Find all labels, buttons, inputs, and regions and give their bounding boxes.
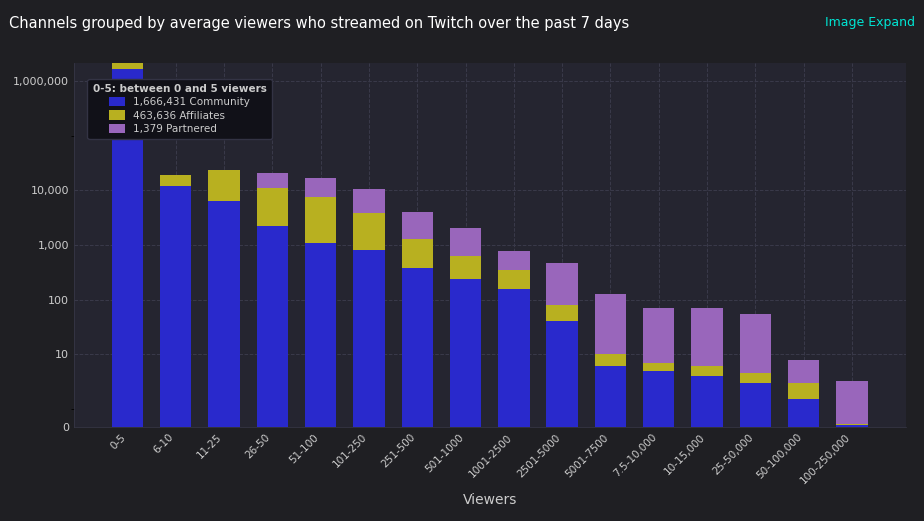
Bar bbox=[836, 424, 868, 426]
Bar bbox=[257, 188, 288, 227]
Bar bbox=[112, 69, 143, 427]
Bar bbox=[546, 305, 578, 321]
Bar bbox=[450, 279, 481, 427]
Bar bbox=[257, 172, 288, 188]
Bar bbox=[546, 263, 578, 305]
Bar bbox=[740, 314, 772, 374]
Bar bbox=[691, 376, 723, 427]
Legend: 1,666,431 Community, 463,636 Affiliates, 1,379 Partnered: 1,666,431 Community, 463,636 Affiliates,… bbox=[88, 79, 272, 139]
Bar bbox=[402, 212, 433, 239]
Bar bbox=[160, 175, 191, 186]
Bar bbox=[208, 201, 239, 427]
Bar bbox=[402, 239, 433, 268]
Bar bbox=[788, 359, 820, 383]
Bar bbox=[450, 256, 481, 279]
X-axis label: Viewers: Viewers bbox=[463, 493, 517, 507]
Bar bbox=[691, 366, 723, 376]
Bar bbox=[788, 400, 820, 427]
Bar bbox=[498, 251, 529, 270]
Text: Channels grouped by average viewers who streamed on Twitch over the past 7 days: Channels grouped by average viewers who … bbox=[9, 16, 629, 31]
Bar bbox=[643, 363, 675, 371]
Bar bbox=[353, 214, 384, 251]
Bar bbox=[450, 228, 481, 256]
Text: Image Expand: Image Expand bbox=[825, 16, 915, 29]
Bar bbox=[546, 321, 578, 427]
Bar bbox=[691, 308, 723, 366]
Bar bbox=[353, 251, 384, 427]
Bar bbox=[595, 354, 626, 366]
Bar bbox=[836, 426, 868, 427]
Bar bbox=[498, 270, 529, 289]
Bar bbox=[305, 178, 336, 197]
Bar bbox=[836, 381, 868, 424]
Bar bbox=[305, 243, 336, 427]
Bar bbox=[353, 189, 384, 214]
Bar bbox=[160, 186, 191, 427]
Bar bbox=[402, 268, 433, 427]
Bar bbox=[112, 63, 143, 69]
Bar bbox=[643, 307, 675, 363]
Bar bbox=[740, 374, 772, 383]
Bar bbox=[208, 170, 239, 201]
Bar bbox=[257, 227, 288, 427]
Bar bbox=[305, 197, 336, 243]
Bar bbox=[595, 293, 626, 354]
Bar bbox=[595, 366, 626, 427]
Bar bbox=[740, 383, 772, 427]
Bar bbox=[498, 289, 529, 427]
Bar bbox=[643, 371, 675, 427]
Bar bbox=[788, 383, 820, 400]
